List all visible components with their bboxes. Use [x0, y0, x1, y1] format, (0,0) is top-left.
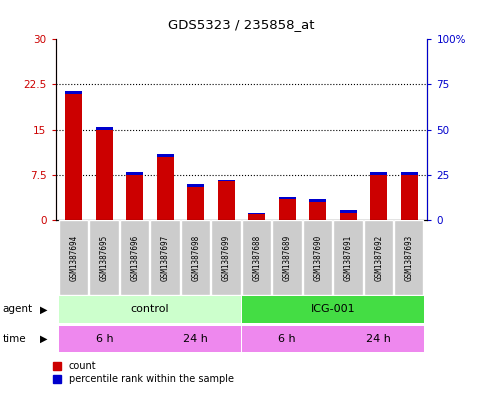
Bar [370, 175, 387, 220]
Text: GSM1387697: GSM1387697 [161, 234, 170, 281]
Bar [96, 127, 113, 130]
Text: GSM1387696: GSM1387696 [130, 234, 139, 281]
Text: ▶: ▶ [40, 334, 47, 344]
Legend: count, percentile rank within the sample: count, percentile rank within the sample [53, 361, 234, 384]
Bar [59, 296, 241, 323]
Bar [272, 220, 301, 295]
Bar [279, 196, 296, 199]
Bar [181, 220, 210, 295]
Text: ICG-001: ICG-001 [311, 305, 355, 314]
Bar [309, 202, 326, 220]
Text: 6 h: 6 h [96, 334, 113, 344]
Bar [59, 220, 88, 295]
Bar [59, 326, 150, 352]
Bar [218, 181, 235, 220]
Text: time: time [2, 334, 26, 344]
Text: agent: agent [2, 305, 32, 314]
Text: GSM1387692: GSM1387692 [374, 234, 383, 281]
Text: GSM1387690: GSM1387690 [313, 234, 322, 281]
Bar [187, 184, 204, 187]
Bar [370, 172, 387, 175]
Bar [157, 157, 174, 220]
Bar [242, 326, 333, 352]
Text: GSM1387689: GSM1387689 [283, 234, 292, 281]
Bar [66, 90, 82, 94]
Bar [309, 199, 326, 202]
Bar [242, 296, 424, 323]
Text: 6 h: 6 h [278, 334, 296, 344]
Bar [212, 220, 241, 295]
Bar [279, 199, 296, 220]
Bar [401, 172, 417, 175]
Bar [120, 220, 149, 295]
Bar [157, 154, 174, 157]
Bar [242, 220, 271, 295]
Text: GSM1387699: GSM1387699 [222, 234, 231, 281]
Bar [303, 220, 332, 295]
Text: GDS5323 / 235858_at: GDS5323 / 235858_at [168, 18, 315, 31]
Text: GSM1387688: GSM1387688 [252, 234, 261, 281]
Bar [340, 210, 356, 213]
Bar [248, 213, 265, 214]
Text: GSM1387695: GSM1387695 [100, 234, 109, 281]
Bar [150, 220, 180, 295]
Bar [89, 220, 119, 295]
Text: 24 h: 24 h [184, 334, 208, 344]
Bar [248, 214, 265, 220]
Text: GSM1387698: GSM1387698 [191, 234, 200, 281]
Bar [394, 220, 424, 295]
Bar [333, 220, 363, 295]
Bar [127, 175, 143, 220]
Text: GSM1387694: GSM1387694 [70, 234, 78, 281]
Bar [340, 213, 356, 220]
Bar [364, 220, 393, 295]
Bar [333, 326, 424, 352]
Bar [66, 94, 82, 220]
Bar [401, 175, 417, 220]
Text: control: control [131, 305, 170, 314]
Bar [187, 187, 204, 220]
Text: ▶: ▶ [40, 305, 47, 314]
Text: 24 h: 24 h [366, 334, 391, 344]
Bar [150, 326, 241, 352]
Text: GSM1387691: GSM1387691 [344, 234, 353, 281]
Bar [127, 172, 143, 175]
Bar [218, 180, 235, 181]
Text: GSM1387693: GSM1387693 [405, 234, 413, 281]
Bar [96, 130, 113, 220]
